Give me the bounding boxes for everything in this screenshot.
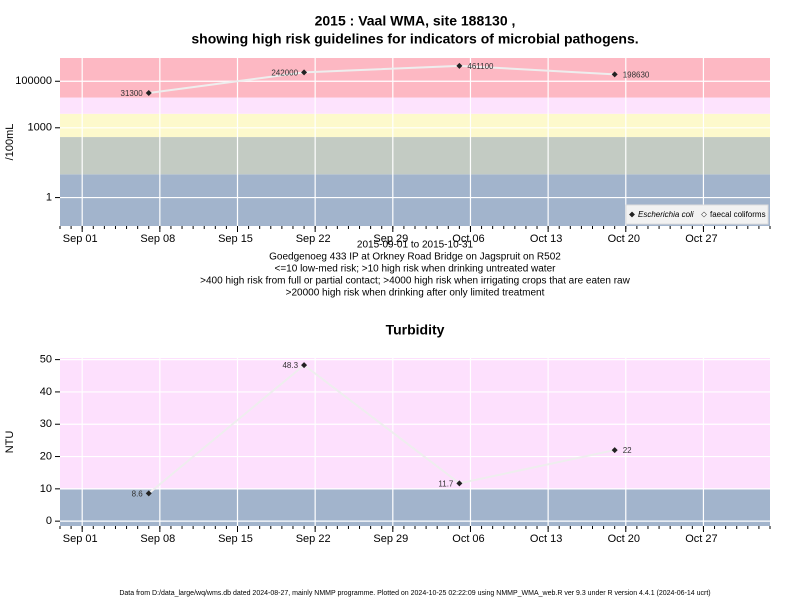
data-label: 461100 [467, 62, 494, 71]
caption-line: >400 high risk from full or partial cont… [200, 276, 630, 287]
x-tick-label: Oct 06 [452, 533, 484, 545]
legend-marker [701, 211, 707, 218]
x-tick-label: Sep 22 [296, 233, 331, 245]
data-label: 8.6 [132, 489, 144, 498]
x-tick-label: Sep 01 [63, 533, 98, 545]
y-tick-label: 0 [46, 515, 52, 527]
footer: Data from D:/data_large/wq/wms.db dated … [119, 590, 710, 597]
series-line [148, 64, 615, 94]
data-point [145, 89, 152, 96]
y-tick-label: 100000 [15, 75, 52, 87]
data-label: 31300 [121, 89, 144, 98]
y-axis-label: NTU [4, 431, 16, 454]
legend-marker [629, 211, 635, 218]
y-tick-label: 40 [40, 386, 52, 398]
legend-box [625, 204, 769, 225]
chart-title: Turbidity [386, 322, 445, 338]
data-label: 11.7 [438, 479, 454, 488]
x-tick-label: Sep 08 [140, 233, 175, 245]
risk-band [60, 488, 770, 526]
risk-band [60, 137, 770, 175]
risk-band [60, 113, 770, 138]
x-tick-label: Sep 15 [218, 233, 253, 245]
y-tick-label: 10 [40, 483, 52, 495]
x-tick-label: Sep 29 [373, 233, 408, 245]
chart-title: showing high risk guidelines for indicat… [191, 31, 638, 47]
data-label: 22 [623, 446, 632, 455]
data-point [301, 69, 308, 76]
data-point [456, 480, 463, 487]
x-tick-label: Oct 13 [530, 533, 562, 545]
x-tick-label: Oct 20 [608, 233, 640, 245]
risk-band [60, 58, 770, 98]
x-tick-label: Oct 20 [608, 533, 640, 545]
y-tick-label: 1 [46, 191, 52, 203]
risk-band [60, 97, 770, 114]
data-label: 242000 [271, 68, 298, 77]
x-tick-label: Sep 29 [373, 533, 408, 545]
x-tick-label: Oct 06 [452, 233, 484, 245]
data-point [301, 362, 308, 369]
data-point [611, 447, 618, 454]
data-label: 198630 [623, 70, 650, 79]
data-label: 48.3 [282, 361, 298, 370]
caption-line: Goedgenoeg 433 IP at Orkney Road Bridge … [269, 252, 561, 263]
data-point [611, 71, 618, 78]
risk-band [60, 358, 770, 489]
caption-line: 2015-09-01 to 2015-10-31 [357, 240, 474, 251]
x-tick-label: Sep 15 [218, 533, 253, 545]
x-tick-label: Sep 22 [296, 533, 331, 545]
legend-label: faecal coliforms [710, 210, 766, 219]
y-tick-label: 20 [40, 450, 52, 462]
y-axis-label: /100mL [4, 124, 16, 161]
caption-line: <=10 low-med risk; >10 high risk when dr… [275, 264, 557, 275]
series-line [148, 363, 615, 495]
x-tick-label: Oct 27 [685, 233, 717, 245]
x-tick-label: Oct 13 [530, 233, 562, 245]
y-tick-label: 1000 [28, 122, 52, 134]
x-tick-label: Oct 27 [685, 533, 717, 545]
y-tick-label: 50 [40, 354, 52, 366]
y-tick-label: 30 [40, 418, 52, 430]
data-point [145, 490, 152, 497]
caption-line: >20000 high risk when drinking after onl… [286, 288, 545, 299]
x-tick-label: Sep 08 [140, 533, 175, 545]
chart-title: 2015 : Vaal WMA, site 188130 , [315, 13, 516, 29]
data-point [456, 62, 463, 69]
legend-label: Escherichia coli [638, 210, 694, 219]
x-tick-label: Sep 01 [63, 233, 98, 245]
